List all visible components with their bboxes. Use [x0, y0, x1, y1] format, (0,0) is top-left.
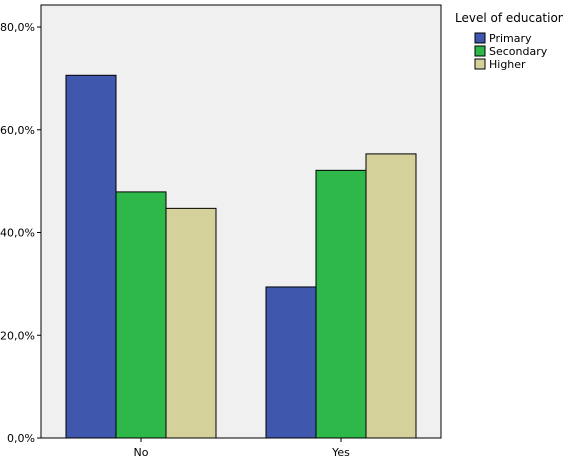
legend-label-primary: Primary	[489, 32, 532, 45]
y-axis: 0,0% 20,0% 40,0% 60,0% 80,0%	[0, 21, 41, 445]
legend-swatch-primary	[474, 32, 486, 44]
bar-secondary-yes	[315, 169, 367, 439]
bar-higher-yes	[365, 153, 417, 439]
y-tick-label: 20,0%	[0, 329, 35, 342]
bars	[65, 74, 417, 439]
y-tick-label: 60,0%	[0, 124, 35, 137]
bar-primary-yes	[265, 286, 317, 439]
legend-label-higher: Higher	[489, 58, 526, 71]
x-axis: No Yes	[134, 438, 350, 459]
legend-label-secondary: Secondary	[489, 45, 548, 58]
y-tick-label: 0,0%	[7, 432, 35, 445]
bar-primary-no	[65, 74, 117, 439]
bar-higher-no	[165, 207, 217, 439]
legend-title: Level of education	[455, 11, 563, 25]
x-tick-label: No	[134, 446, 149, 459]
bar-secondary-no	[115, 191, 167, 439]
y-tick-label: 80,0%	[0, 21, 35, 34]
x-tick-label: Yes	[331, 446, 350, 459]
legend-swatch-higher	[474, 58, 486, 70]
legend: Level of education PrimarySecondaryHighe…	[455, 11, 563, 71]
y-tick-label: 40,0%	[0, 227, 35, 240]
legend-swatch-secondary	[474, 45, 486, 57]
